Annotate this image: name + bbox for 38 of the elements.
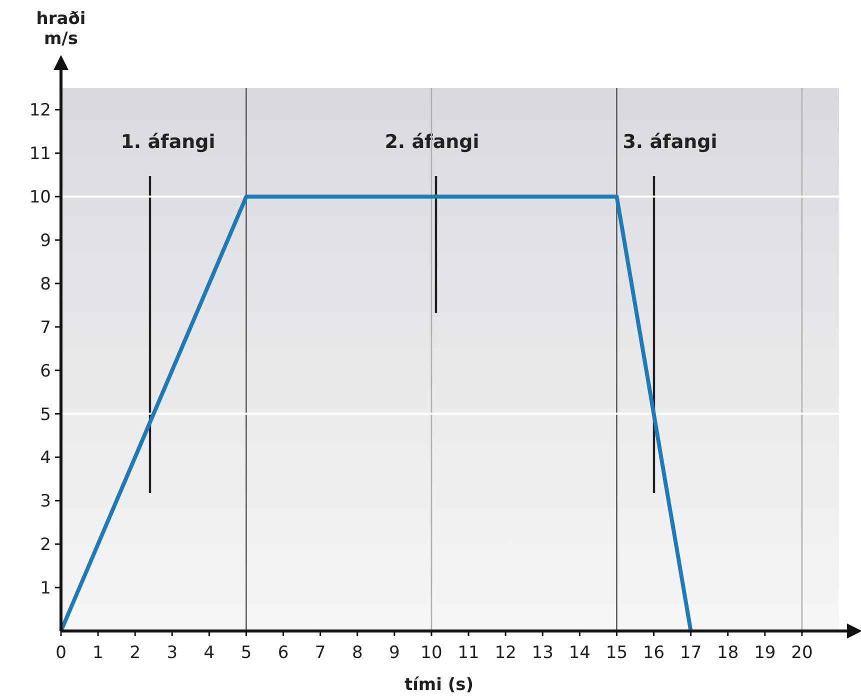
x-tick-label: 16 bbox=[642, 643, 665, 663]
x-tick-label: 15 bbox=[606, 643, 628, 663]
y-tick-label: 3 bbox=[40, 492, 51, 512]
x-tick-label: 4 bbox=[204, 643, 215, 663]
x-tick-label: 0 bbox=[56, 643, 66, 663]
y-tick-label: 5 bbox=[40, 404, 51, 425]
annotation: 2. áfangi bbox=[384, 131, 480, 153]
x-tick-label: 18 bbox=[717, 643, 739, 663]
x-tick-label: 14 bbox=[568, 643, 590, 663]
y-tick-label: 7 bbox=[40, 318, 51, 338]
y-tick-label: 9 bbox=[40, 230, 51, 251]
y-tick-label: 6 bbox=[40, 361, 51, 382]
y-tick-label: 1 bbox=[40, 578, 51, 599]
y-tick-label: 10 bbox=[29, 188, 51, 208]
annotation: 3. áfangi bbox=[622, 131, 718, 153]
y-axis-title: hraði m/s bbox=[36, 9, 86, 49]
y-tick-label: 4 bbox=[40, 448, 51, 468]
y-tick-label: 12 bbox=[29, 100, 51, 121]
x-tick-label: 9 bbox=[389, 643, 400, 663]
x-tick-label: 12 bbox=[494, 643, 516, 663]
y-tick-label: 8 bbox=[40, 274, 51, 294]
annotation: 1. áfangi bbox=[120, 131, 216, 153]
x-tick-label: 13 bbox=[532, 643, 554, 663]
x-axis-title: tími (s) bbox=[404, 675, 474, 695]
x-tick-label: 3 bbox=[166, 643, 178, 663]
x-tick-label: 10 bbox=[420, 643, 442, 663]
y-tick-label: 11 bbox=[29, 144, 51, 164]
x-tick-label: 8 bbox=[352, 643, 363, 663]
x-tick-label: 6 bbox=[278, 643, 289, 663]
x-tick-label: 20 bbox=[791, 643, 813, 663]
x-tick-label: 11 bbox=[458, 643, 480, 663]
x-tick-label: 7 bbox=[314, 643, 326, 663]
y-tick-label: 2 bbox=[40, 535, 51, 556]
x-tick-label: 5 bbox=[240, 643, 252, 663]
x-tick-label: 1 bbox=[92, 643, 104, 663]
x-tick-label: 17 bbox=[680, 643, 702, 663]
x-tick-label: 2 bbox=[130, 643, 141, 663]
x-tick-label: 19 bbox=[754, 643, 776, 663]
